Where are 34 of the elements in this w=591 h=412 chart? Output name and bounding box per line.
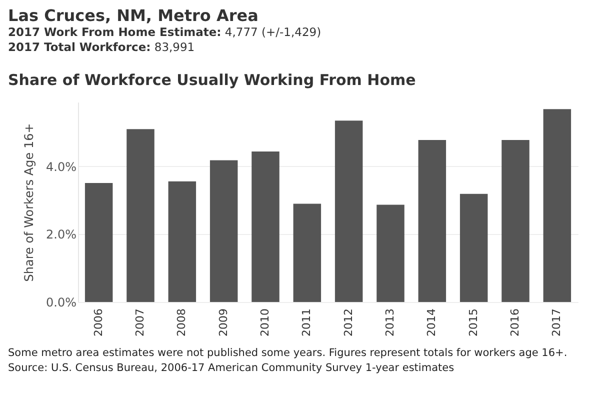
bar: [252, 151, 280, 302]
x-tick-label: 2010: [258, 308, 272, 336]
y-tick-label: 2.0%: [46, 228, 76, 242]
x-tick-label: 2017: [550, 308, 564, 336]
bar: [293, 204, 322, 302]
bar: [168, 181, 196, 302]
chart-title: Share of Workforce Usually Working From Home: [8, 71, 416, 89]
text: Some metro area estimates were not published some years. Figures represent totals for workers age 16+.: [8, 346, 568, 361]
y-axis-title: Share of Workers Age 16+: [22, 123, 36, 282]
bar: [460, 194, 488, 302]
x-tick-label: 2013: [384, 308, 396, 336]
bar: [502, 140, 530, 302]
x-tick-label: 2014: [425, 308, 438, 336]
bar: [84, 183, 113, 302]
x-tick-label: 2008: [175, 308, 188, 336]
bar: [334, 120, 363, 302]
x-tick-label: 2015: [466, 308, 480, 336]
x-tick-label: 2011: [300, 308, 314, 336]
text: 2017 Total Workforce: 83,991: [8, 40, 196, 55]
x-tick-label: 2006: [92, 308, 105, 336]
text: Las Cruces, NM, Metro Area: [8, 6, 260, 25]
source-note: Source: U.S. Census Bureau, 2006-17 American Community Survey 1-year estimates: [8, 361, 456, 376]
bar: [543, 109, 572, 302]
bar: [376, 204, 404, 302]
text: 2017 Work From Home Estimate: 4,777 (+/-1,429): [8, 25, 322, 40]
x-tick-label: 2007: [134, 308, 146, 336]
bar: [418, 140, 446, 302]
bar: [126, 129, 154, 302]
x-tick-label: 2012: [342, 308, 355, 336]
y-tick-label: 0.0%: [46, 296, 76, 310]
y-tick-label: 4.0%: [46, 160, 76, 174]
x-tick-label: 2016: [508, 308, 522, 336]
x-tick-label: 2009: [216, 308, 230, 336]
bar: [210, 160, 238, 302]
